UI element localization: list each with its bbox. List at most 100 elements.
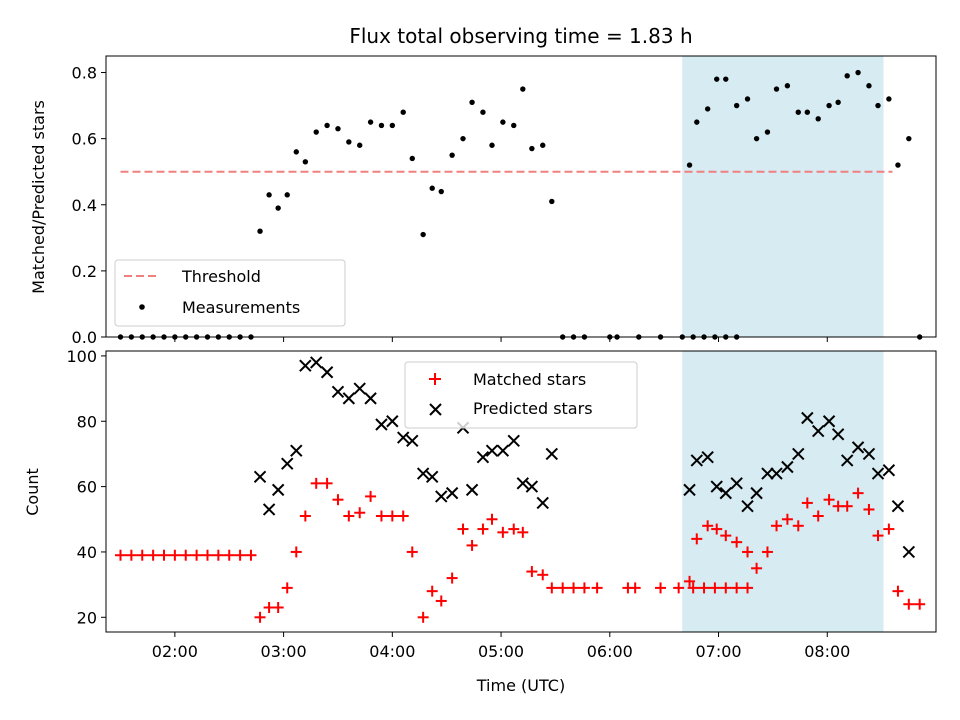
predicted-x-b	[801, 411, 814, 425]
predicted-x-b	[719, 486, 732, 500]
predicted-star-point	[353, 382, 366, 395]
matched-star-point	[114, 549, 126, 561]
predicted-x-b	[253, 470, 267, 484]
measurement-point	[744, 96, 751, 102]
predicted-x-b	[516, 477, 530, 490]
predicted-x-b	[507, 434, 520, 448]
matched-star-point	[169, 549, 181, 561]
predicted-x-b	[485, 444, 499, 457]
measurement-point	[815, 116, 821, 122]
measurement-point	[378, 122, 385, 129]
predicted-x-b	[364, 392, 377, 405]
x-tick-label: 04:00	[369, 642, 415, 661]
measurement-point	[844, 73, 850, 79]
predicted-star-point	[545, 447, 559, 461]
matched-star-point	[914, 598, 926, 610]
legend-threshold-label: Threshold	[181, 267, 261, 286]
predicted-star-point	[406, 434, 419, 448]
matched-star-point	[792, 520, 804, 532]
matched-star-point	[417, 611, 429, 623]
bottom-panel: 20 40 60 80 100 02:00 03:00 04:00 05:00 06:00 07:…	[23, 347, 937, 695]
matched-star-point	[497, 526, 509, 538]
bottom-legend: Matched stars Predicted stars	[404, 361, 638, 429]
predicted-star-point	[331, 385, 345, 399]
predicted-star-point	[792, 447, 805, 461]
matched-star-point	[386, 510, 398, 522]
legend-predicted-label: Predicted stars	[473, 399, 593, 418]
measurement-point	[313, 129, 319, 135]
measurement-point	[835, 99, 841, 105]
matched-star-point	[343, 510, 355, 522]
predicted-x-b	[396, 431, 410, 444]
legend-matched-swatch	[429, 373, 441, 385]
predicted-star-point	[801, 411, 814, 425]
predicted-star-point	[386, 415, 399, 428]
predicted-star-point	[871, 467, 885, 480]
predicted-x-b	[476, 450, 490, 464]
measurement-point	[804, 109, 811, 115]
measurement-point	[795, 109, 801, 115]
predicted-star-point	[507, 434, 520, 448]
predicted-x-b	[375, 418, 388, 431]
matched-star-point	[655, 582, 667, 594]
predicted-x-b	[310, 356, 323, 369]
predicted-star-point	[375, 418, 388, 431]
bottom-axes-frame	[105, 350, 937, 633]
predicted-x-b	[750, 486, 763, 500]
matched-star-point	[720, 582, 732, 594]
predicted-x-b	[386, 415, 399, 428]
top-y-axis: 0.0 0.2 0.4 0.6 0.8	[72, 64, 106, 347]
predicted-star-point	[465, 483, 479, 497]
x-tick-label: 03:00	[261, 642, 307, 661]
predicted-x-b	[290, 444, 303, 457]
predicted-star-point	[416, 467, 430, 480]
measurement-point	[704, 106, 711, 112]
matched-star-point	[272, 601, 284, 613]
bottom-count-points	[114, 356, 926, 623]
x-tick-label: 06:00	[587, 642, 633, 661]
measurement-point	[906, 135, 912, 142]
predicted-x-b	[851, 441, 865, 454]
predicted-star-point	[281, 457, 294, 470]
matched-star-point	[397, 510, 409, 522]
measurement-point	[520, 86, 526, 92]
matched-star-point	[687, 582, 699, 594]
predicted-x-b	[496, 444, 510, 457]
predicted-x-b	[822, 415, 836, 428]
predicted-star-point	[262, 503, 276, 516]
bottom-y-tick-label: 80	[77, 412, 97, 431]
predicted-star-point	[781, 460, 794, 474]
predicted-x-b	[465, 483, 479, 497]
predicted-star-point	[750, 486, 763, 500]
predicted-star-point	[710, 480, 723, 493]
top-axes-frame	[105, 55, 937, 338]
matched-star-point	[136, 549, 148, 561]
predicted-x-b	[770, 467, 783, 480]
matched-star-point	[180, 549, 192, 561]
matched-star-point	[731, 536, 743, 548]
predicted-star-point	[320, 366, 334, 379]
matched-star-point	[234, 549, 246, 561]
predicted-star-point	[476, 450, 490, 464]
predicted-x-b	[690, 454, 703, 467]
predicted-star-point	[891, 499, 905, 513]
matched-star-point	[223, 549, 235, 561]
matched-star-point	[486, 513, 498, 525]
measurement-point	[438, 188, 444, 195]
measurement-point	[686, 162, 693, 168]
matched-star-point	[537, 569, 549, 581]
predicted-star-point	[445, 486, 459, 500]
measurement-point	[886, 96, 892, 102]
predicted-star-point	[253, 470, 267, 484]
predicted-star-point	[882, 464, 896, 477]
predicted-star-point	[683, 483, 696, 497]
predicted-x-b	[891, 499, 905, 513]
matched-star-point	[557, 582, 569, 594]
predicted-x-b	[862, 447, 876, 461]
predicted-star-point	[822, 415, 836, 428]
measurement-point	[389, 122, 396, 129]
matched-star-point	[147, 549, 159, 561]
predicted-x-b	[353, 382, 366, 395]
x-axis-label: Time (UTC)	[476, 676, 565, 695]
